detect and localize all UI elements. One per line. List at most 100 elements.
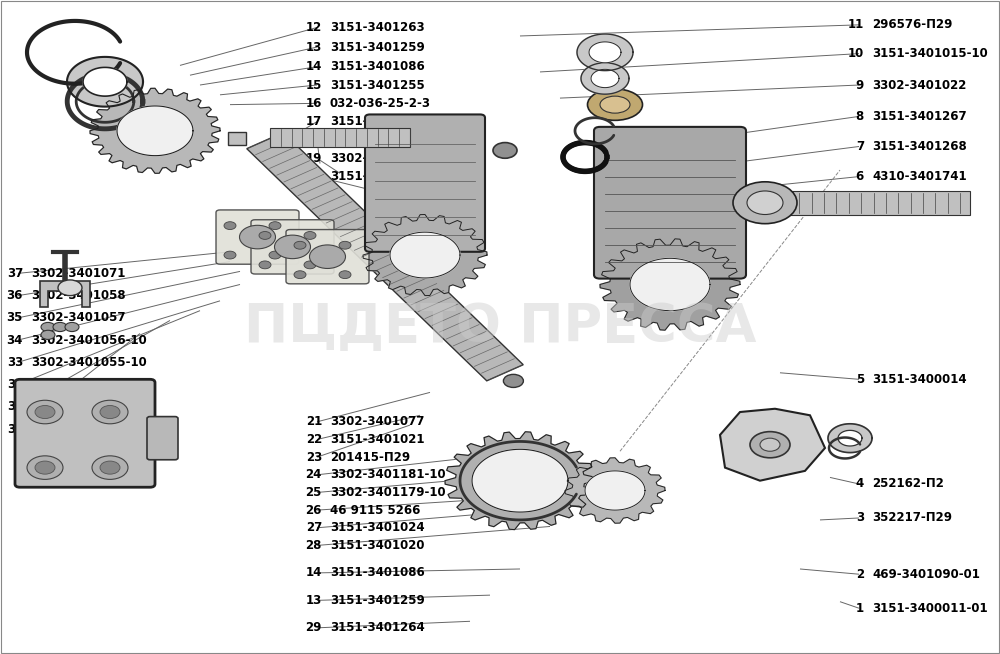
Polygon shape (828, 424, 872, 453)
Text: 3151-3401065: 3151-3401065 (330, 170, 425, 183)
Text: 3302-3401058: 3302-3401058 (31, 289, 126, 302)
Text: 37: 37 (7, 267, 23, 280)
Polygon shape (117, 106, 193, 156)
Circle shape (269, 251, 281, 259)
Text: 352217-П29: 352217-П29 (872, 511, 952, 525)
Text: 46 9115 5266: 46 9115 5266 (330, 504, 420, 517)
Text: ПЦДЕТО ПРЕССА: ПЦДЕТО ПРЕССА (244, 301, 756, 353)
Text: 20: 20 (306, 170, 322, 183)
Circle shape (339, 271, 351, 279)
Polygon shape (600, 239, 740, 330)
Bar (740, 191, 970, 215)
Text: 25: 25 (306, 486, 322, 499)
Text: 26: 26 (306, 504, 322, 517)
Circle shape (224, 222, 236, 230)
Circle shape (92, 456, 128, 479)
Polygon shape (720, 409, 825, 481)
Polygon shape (589, 42, 621, 63)
Text: 3151-3401021: 3151-3401021 (330, 433, 424, 446)
Circle shape (294, 271, 306, 279)
Circle shape (41, 330, 55, 339)
Text: 3151-3401255: 3151-3401255 (330, 78, 425, 92)
Text: 14: 14 (306, 566, 322, 579)
Circle shape (35, 405, 55, 419)
Circle shape (274, 235, 310, 259)
Circle shape (309, 245, 346, 269)
Circle shape (269, 222, 281, 230)
Text: 4: 4 (856, 477, 864, 490)
Text: 3302-3401022: 3302-3401022 (872, 78, 966, 92)
Text: 36: 36 (7, 289, 23, 302)
Text: 3151-3401263: 3151-3401263 (330, 21, 425, 34)
Polygon shape (581, 63, 629, 94)
Text: 32: 32 (7, 378, 23, 391)
Text: 201500-П29: 201500-П29 (31, 422, 111, 436)
Circle shape (100, 405, 120, 419)
Text: 3302-3401055-10: 3302-3401055-10 (31, 356, 147, 369)
Circle shape (304, 261, 316, 269)
Text: 28: 28 (306, 539, 322, 552)
Circle shape (733, 182, 797, 224)
Text: 3302-3401071: 3302-3401071 (31, 267, 125, 280)
Polygon shape (630, 258, 710, 311)
Text: 24: 24 (306, 468, 322, 481)
Text: 33: 33 (7, 356, 23, 369)
FancyBboxPatch shape (365, 114, 485, 252)
Polygon shape (591, 69, 619, 88)
Text: 19: 19 (306, 152, 322, 165)
FancyBboxPatch shape (594, 127, 746, 279)
Text: 3151-3401024: 3151-3401024 (330, 521, 425, 534)
Text: 30: 30 (7, 422, 23, 436)
Polygon shape (577, 34, 633, 71)
Circle shape (58, 280, 82, 296)
Circle shape (760, 438, 780, 451)
Polygon shape (90, 88, 220, 173)
Text: 6: 6 (856, 170, 864, 183)
Text: 35: 35 (7, 311, 23, 324)
Circle shape (750, 432, 790, 458)
Text: 13: 13 (306, 594, 322, 607)
Circle shape (27, 400, 63, 424)
Text: 22: 22 (306, 433, 322, 446)
Circle shape (304, 232, 316, 239)
Polygon shape (363, 215, 487, 296)
Text: 3302-3401057: 3302-3401057 (31, 311, 126, 324)
Text: 3151-3400011-01: 3151-3400011-01 (872, 602, 988, 615)
Text: 8: 8 (856, 110, 864, 123)
Text: 3: 3 (856, 511, 864, 525)
Text: 14: 14 (306, 60, 322, 73)
Bar (270, 128, 410, 147)
Text: 15: 15 (306, 78, 322, 92)
Polygon shape (83, 67, 127, 96)
Text: 1: 1 (856, 602, 864, 615)
Text: 3151-3401086: 3151-3401086 (330, 566, 425, 579)
FancyBboxPatch shape (147, 417, 178, 460)
Circle shape (493, 143, 517, 158)
Polygon shape (67, 57, 143, 107)
Text: 3151-3401015-10: 3151-3401015-10 (872, 47, 988, 60)
Circle shape (294, 241, 306, 249)
Text: 23: 23 (306, 451, 322, 464)
Circle shape (224, 251, 236, 259)
Polygon shape (40, 281, 90, 307)
Text: 032-036-25-2-3: 032-036-25-2-3 (330, 97, 431, 110)
Text: 34: 34 (7, 334, 23, 347)
Text: 3151-3401053: 3151-3401053 (330, 133, 425, 146)
Circle shape (259, 232, 271, 239)
FancyBboxPatch shape (251, 220, 334, 274)
Text: 3302-3401179-10: 3302-3401179-10 (330, 486, 446, 499)
Bar (228, 132, 246, 145)
Text: 5: 5 (856, 373, 864, 386)
Text: 3151-3401268: 3151-3401268 (872, 140, 967, 153)
Circle shape (53, 322, 67, 332)
Text: 18: 18 (306, 133, 322, 146)
Text: 3151-3401020: 3151-3401020 (330, 539, 424, 552)
Text: 3302-3401077: 3302-3401077 (330, 415, 424, 428)
Text: 3151-3401259: 3151-3401259 (330, 41, 425, 54)
Text: 3302-3401056-10: 3302-3401056-10 (31, 334, 147, 347)
Text: 3302-3401052: 3302-3401052 (330, 152, 424, 165)
Text: 2: 2 (856, 568, 864, 581)
Text: 10: 10 (848, 47, 864, 60)
Circle shape (27, 456, 63, 479)
Circle shape (100, 461, 120, 474)
